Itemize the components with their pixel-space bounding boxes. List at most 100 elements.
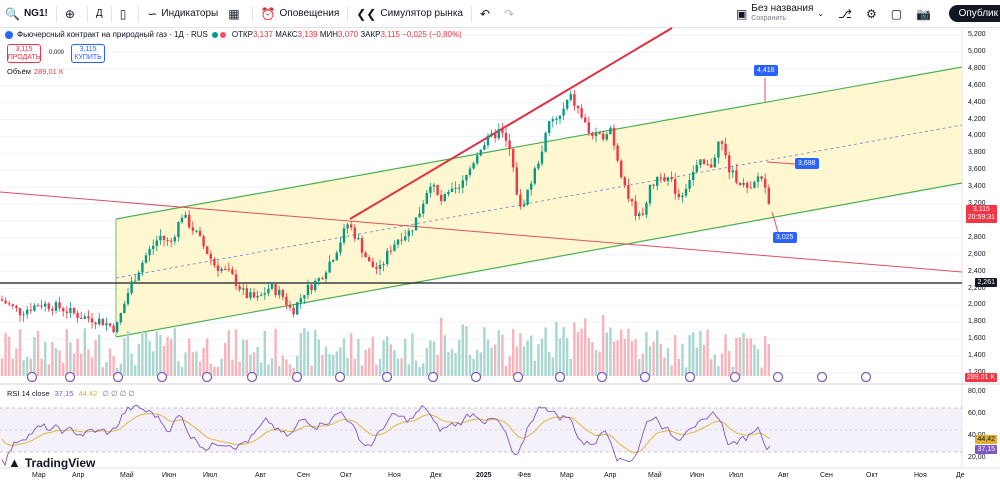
- candle-body: [724, 143, 727, 156]
- sell-button[interactable]: 3,115 ПРОДАТЬ: [7, 44, 41, 63]
- candle-body: [429, 186, 432, 193]
- annotation-label[interactable]: 4,418: [754, 65, 778, 76]
- volume-bar: [483, 327, 486, 376]
- price-axis-label: 3,200: [968, 200, 986, 207]
- redo-button[interactable]: ↷: [499, 3, 523, 25]
- candle-body: [468, 168, 472, 175]
- high-value: 3,139: [297, 30, 318, 39]
- event-marker-icon: [729, 371, 741, 383]
- candle-body: [112, 325, 115, 333]
- annotation-label[interactable]: 3,698: [795, 158, 819, 169]
- candle-body: [760, 176, 763, 179]
- volume-bar: [440, 317, 443, 376]
- volume-bar: [274, 328, 277, 376]
- volume-bar: [468, 354, 472, 376]
- interval-button[interactable]: Д: [95, 8, 103, 19]
- divider: [55, 5, 57, 22]
- volume-bar: [58, 350, 61, 376]
- rsi-line: [1, 404, 771, 467]
- channel-upper-line: [115, 66, 963, 220]
- candle-body: [126, 293, 130, 304]
- open-value: 3,137: [252, 30, 273, 39]
- layout-menu[interactable]: ▣ Без названия Сохранить ⌄: [731, 3, 833, 25]
- event-marker-icon: [639, 371, 651, 383]
- volume-bar: [69, 342, 72, 376]
- volume-bar: [90, 357, 94, 376]
- volume-bar: [18, 329, 22, 376]
- indicators-button[interactable]: ∽ Индикаторы: [142, 3, 223, 25]
- time-axis-label: Июн: [162, 472, 177, 479]
- annotation-label[interactable]: 3,025: [773, 232, 797, 243]
- volume-legend: Объём 289,01 К: [7, 67, 63, 76]
- undo-button[interactable]: ↶: [475, 3, 499, 25]
- candle-body: [224, 268, 227, 270]
- candle-body: [652, 184, 655, 186]
- snapshot-button[interactable]: 📷: [911, 3, 940, 25]
- publish-button[interactable]: Опублик: [948, 5, 1000, 22]
- candle-body: [432, 184, 436, 187]
- volume-bar: [414, 360, 418, 376]
- volume-bar: [400, 358, 403, 376]
- candle-body: [18, 307, 22, 316]
- settings-icon: ⚙: [865, 6, 877, 21]
- volume-bar: [551, 357, 554, 376]
- candle-body: [674, 179, 677, 194]
- candle-body: [80, 318, 83, 320]
- compare-button[interactable]: ⊕: [60, 3, 84, 25]
- candle-body: [116, 322, 119, 333]
- volume-bar: [461, 324, 464, 376]
- volume-bar: [688, 335, 691, 376]
- candle-body: [130, 281, 133, 294]
- chart-type-button[interactable]: ▯: [115, 3, 136, 25]
- time-axis-label: Авг: [778, 472, 789, 479]
- candle-body: [407, 230, 410, 237]
- candle-body: [198, 230, 202, 237]
- volume-bar: [404, 339, 407, 376]
- templates-button[interactable]: ▦: [223, 3, 248, 25]
- candle-body: [152, 245, 155, 249]
- candle-body: [249, 292, 252, 298]
- candle-body: [350, 224, 353, 228]
- candle-body: [270, 284, 274, 289]
- volume-bar: [396, 358, 400, 376]
- symbol-search[interactable]: 🔍 NG1!: [0, 3, 53, 25]
- event-marker-icon: [291, 371, 303, 383]
- volume-bar: [278, 365, 281, 376]
- event-marker-icon: [470, 371, 482, 383]
- volume-bar: [134, 365, 137, 376]
- volume-bar: [249, 354, 252, 376]
- tradingview-logo[interactable]: ▲ TradingView: [8, 455, 95, 470]
- fullscreen-button[interactable]: ▢: [886, 3, 911, 25]
- candle-body: [634, 201, 637, 217]
- candle-body: [400, 239, 403, 241]
- replay-button[interactable]: ❮❮ Симулятор рынка: [351, 3, 468, 25]
- candle-body: [346, 224, 349, 229]
- alert-button[interactable]: ⏰ Оповещения: [256, 3, 345, 25]
- candle-body: [108, 323, 112, 326]
- candle-body: [558, 115, 562, 120]
- quick-search-button[interactable]: ⎇: [833, 3, 861, 25]
- candle-body: [227, 268, 230, 270]
- series-title: Фьючерсный контракт на природный газ · 1…: [17, 30, 208, 39]
- candle-body: [213, 258, 216, 266]
- volume-bar: [368, 348, 371, 376]
- settings-button[interactable]: ⚙: [861, 3, 886, 25]
- volume-bar: [634, 339, 637, 376]
- volume-bar: [659, 343, 662, 376]
- buy-button[interactable]: 3,115 КУПИТЬ: [71, 44, 105, 63]
- volume-bar: [497, 330, 500, 376]
- candle-body: [767, 187, 770, 204]
- volume-bar: [94, 340, 97, 376]
- volume-bar: [738, 337, 742, 376]
- candle-body: [573, 94, 576, 106]
- chevron-down-icon: ⌄: [817, 8, 825, 18]
- volume-bar: [450, 349, 454, 376]
- candle-body: [695, 165, 698, 172]
- candle-body: [515, 167, 518, 195]
- candle-body: [375, 267, 378, 269]
- candle-body: [292, 307, 295, 315]
- volume-bar: [432, 341, 436, 376]
- volume-bar: [119, 363, 122, 376]
- volume-bar: [731, 366, 734, 376]
